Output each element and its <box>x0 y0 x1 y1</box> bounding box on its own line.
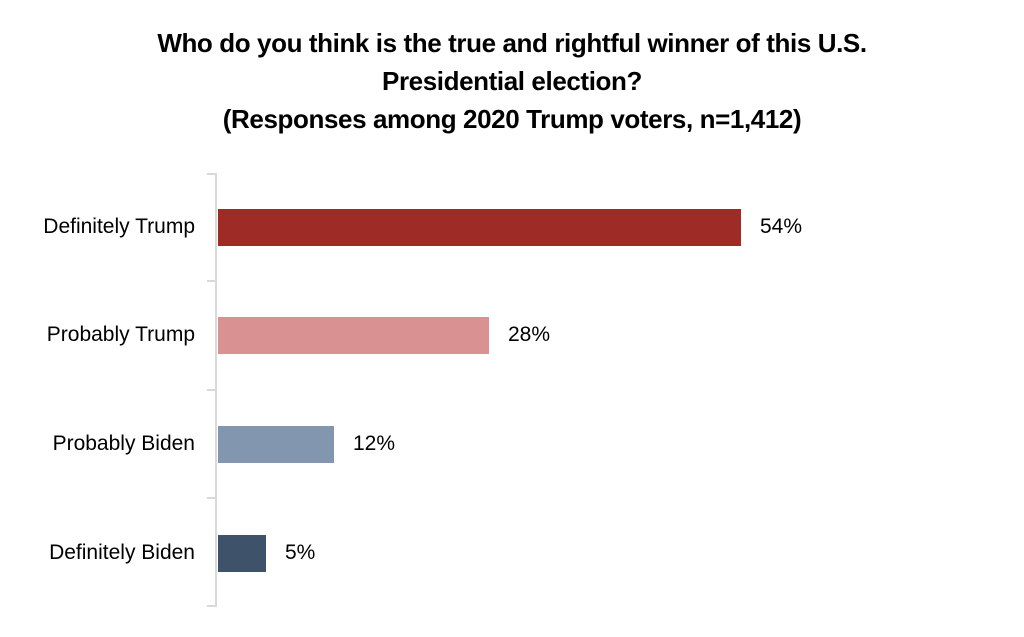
axis-tick <box>207 173 215 175</box>
chart-title-line-2: Presidential election? <box>382 66 642 96</box>
category-label-probably-biden: Probably Biden <box>52 432 195 455</box>
chart-title-line-1: Who do you think is the true and rightfu… <box>157 28 867 58</box>
bar-chart: Definitely Trump 54% Probably Trump 28% … <box>0 173 1024 607</box>
bar-probably-biden <box>218 425 334 463</box>
axis-tick <box>207 605 215 607</box>
bar-row-probably-biden: Probably Biden 12% <box>0 390 1024 498</box>
value-label-probably-trump: 28% <box>508 323 551 346</box>
bar-definitely-biden <box>218 534 266 572</box>
bar-probably-trump <box>218 316 489 354</box>
bar-row-probably-trump: Probably Trump 28% <box>0 281 1024 389</box>
chart-title-line-3: (Responses among 2020 Trump voters, n=1,… <box>222 104 802 134</box>
bar-row-definitely-biden: Definitely Biden 5% <box>0 499 1024 607</box>
bar-row-definitely-trump: Definitely Trump 54% <box>0 173 1024 281</box>
category-label-probably-trump: Probably Trump <box>46 323 195 346</box>
bar-definitely-trump <box>218 208 741 246</box>
axis-tick <box>207 497 215 499</box>
value-label-definitely-biden: 5% <box>285 541 316 564</box>
category-label-definitely-biden: Definitely Biden <box>49 541 195 564</box>
axis-tick <box>207 389 215 391</box>
value-label-definitely-trump: 54% <box>760 215 803 238</box>
value-label-probably-biden: 12% <box>353 432 396 455</box>
axis-tick <box>207 280 215 282</box>
y-axis-line <box>215 173 217 607</box>
chart-title: Who do you think is the true and rightfu… <box>0 24 1024 138</box>
category-label-definitely-trump: Definitely Trump <box>43 215 195 238</box>
